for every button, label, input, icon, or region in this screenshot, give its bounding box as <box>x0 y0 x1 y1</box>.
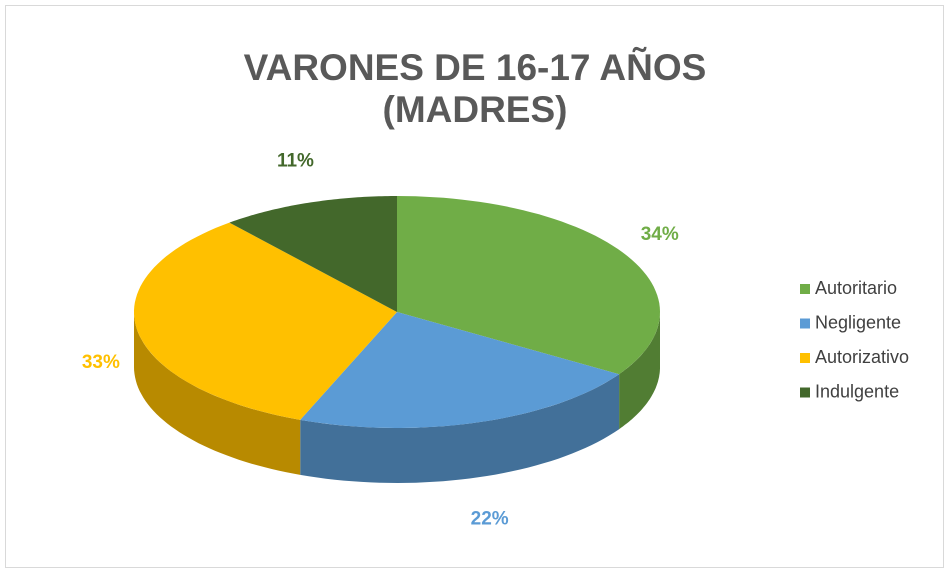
chart-title: (MADRES) <box>383 89 568 130</box>
slice-side <box>619 312 660 430</box>
slice-side <box>300 374 620 483</box>
slice <box>229 196 397 312</box>
data-label: 34% <box>641 224 679 245</box>
legend-swatch <box>800 387 810 398</box>
legend-label: Autoritario <box>815 278 897 298</box>
legend-label: Autorizativo <box>815 347 909 367</box>
legend-swatch <box>800 318 810 329</box>
legend-label: Negligente <box>815 312 901 332</box>
data-label: 11% <box>277 150 314 171</box>
slice-side <box>134 312 301 475</box>
legend-label: Indulgente <box>815 381 899 401</box>
data-label: 33% <box>82 352 120 373</box>
slice <box>134 222 397 420</box>
chart-title: VARONES DE 16-17 AÑOS <box>244 46 707 88</box>
legend-swatch <box>800 284 810 294</box>
slice <box>300 312 620 428</box>
data-label: 22% <box>471 508 509 529</box>
slice <box>397 196 660 375</box>
legend-swatch <box>800 353 810 363</box>
